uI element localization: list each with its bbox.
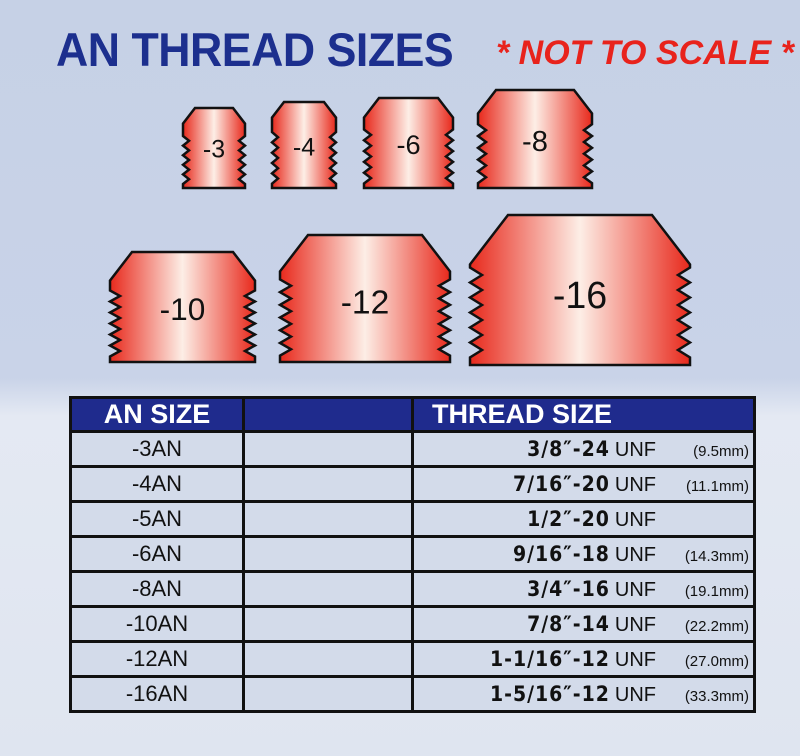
header-thread-size: THREAD SIZE [411,396,756,433]
metric-size: (22.2mm) [684,617,749,635]
fittings-diagram: -3 -4 -6 -8 -10 -12 -16 [107,88,693,367]
fitting-shape [467,213,693,367]
blank-cell [242,500,414,538]
blank-cell [242,605,414,643]
blank-cell [242,640,414,678]
thread-type: UNF [614,578,656,601]
metric-size: (11.1mm) [685,477,749,495]
an-size-cell: -5AN [69,500,245,538]
fitting-label: -16 [553,274,607,316]
table-row: -16AN 1-5/16″-12 UNF (33.3mm) [69,675,756,713]
table-row: -5AN 1/2″-20 UNF [69,500,756,538]
thread-spec: 3/4″-16 [527,576,610,601]
an-size-cell: -12AN [69,640,245,678]
thread-size-cell: 3/4″-16 UNF (19.1mm) [411,570,756,608]
fitting-shape [107,250,258,364]
thread-type: UNF [614,438,656,461]
fitting-dash12: -12 [277,233,453,364]
fitting-dash6: -6 [361,96,456,190]
fitting-shape [277,233,453,364]
an-size-cell: -3AN [69,430,245,468]
fitting-dash16: -16 [467,213,693,367]
header-blank [242,396,414,433]
thread-size-cell: 1/2″-20 UNF [411,500,756,538]
fitting-dash4: -4 [270,100,338,190]
page-title: AN THREAD SIZES [56,23,454,76]
an-size-cell: -8AN [69,570,245,608]
thread-spec: 7/8″-14 [527,611,610,636]
metric-size: (33.3mm) [684,687,749,705]
metric-size: (14.3mm) [684,547,749,565]
table-row: -4AN 7/16″-20 UNF (11.1mm) [69,465,756,503]
metric-size: (27.0mm) [684,652,749,670]
thread-size-cell: 1-5/16″-12 UNF (33.3mm) [411,675,756,713]
thread-spec: 1/2″-20 [527,506,610,531]
header-an-size: AN SIZE [69,396,245,433]
fitting-dash10: -10 [107,250,258,364]
fitting-shape [361,96,456,190]
thread-type: UNF [614,648,656,671]
fitting-dash3: -3 [180,106,248,190]
thread-spec: 7/16″-20 [512,471,610,496]
table-row: -3AN 3/8″-24 UNF (9.5mm) [69,430,756,468]
fitting-shape [475,88,595,190]
metric-size: (19.1mm) [684,582,749,600]
table-row: -8AN 3/4″-16 UNF (19.1mm) [69,570,756,608]
thread-spec: 1-1/16″-12 [489,646,610,671]
thread-size-cell: 1-1/16″-12 UNF (27.0mm) [411,640,756,678]
table-header-row: AN SIZE THREAD SIZE [69,396,756,433]
blank-cell [242,465,414,503]
fitting-shape [180,106,248,190]
table-row: -6AN 9/16″-18 UNF (14.3mm) [69,535,756,573]
thread-spec: 1-5/16″-12 [489,681,610,706]
thread-type: UNF [614,508,656,531]
fitting-label: -8 [522,126,548,158]
not-to-scale-note: * NOT TO SCALE * [496,34,794,72]
thread-type: UNF [614,613,656,636]
table-row: -10AN 7/8″-14 UNF (22.2mm) [69,605,756,643]
blank-cell [242,535,414,573]
an-size-cell: -10AN [69,605,245,643]
fitting-dash8: -8 [475,88,595,190]
thread-type: UNF [614,683,656,706]
thread-size-table: AN SIZE THREAD SIZE -3AN 3/8″-24 UNF (9.5m… [69,396,756,713]
fitting-shape [270,100,338,190]
an-size-cell: -6AN [69,535,245,573]
fitting-label: -4 [293,133,315,161]
thread-size-cell: 7/8″-14 UNF (22.2mm) [411,605,756,643]
an-size-cell: -4AN [69,465,245,503]
fitting-label: -3 [203,136,225,164]
fitting-label: -12 [341,285,390,322]
table-row: -12AN 1-1/16″-12 UNF (27.0mm) [69,640,756,678]
thread-size-cell: 9/16″-18 UNF (14.3mm) [411,535,756,573]
metric-size: (9.5mm) [693,442,749,460]
fitting-label: -10 [160,291,206,327]
thread-spec: 9/16″-18 [512,541,610,566]
thread-size-cell: 7/16″-20 UNF (11.1mm) [411,465,756,503]
blank-cell [242,675,414,713]
thread-spec: 3/8″-24 [527,436,610,461]
an-size-cell: -16AN [69,675,245,713]
blank-cell [242,430,414,468]
thread-type: UNF [614,543,656,566]
thread-type: UNF [614,473,656,496]
thread-size-cell: 3/8″-24 UNF (9.5mm) [411,430,756,468]
blank-cell [242,570,414,608]
fitting-label: -6 [396,129,420,160]
